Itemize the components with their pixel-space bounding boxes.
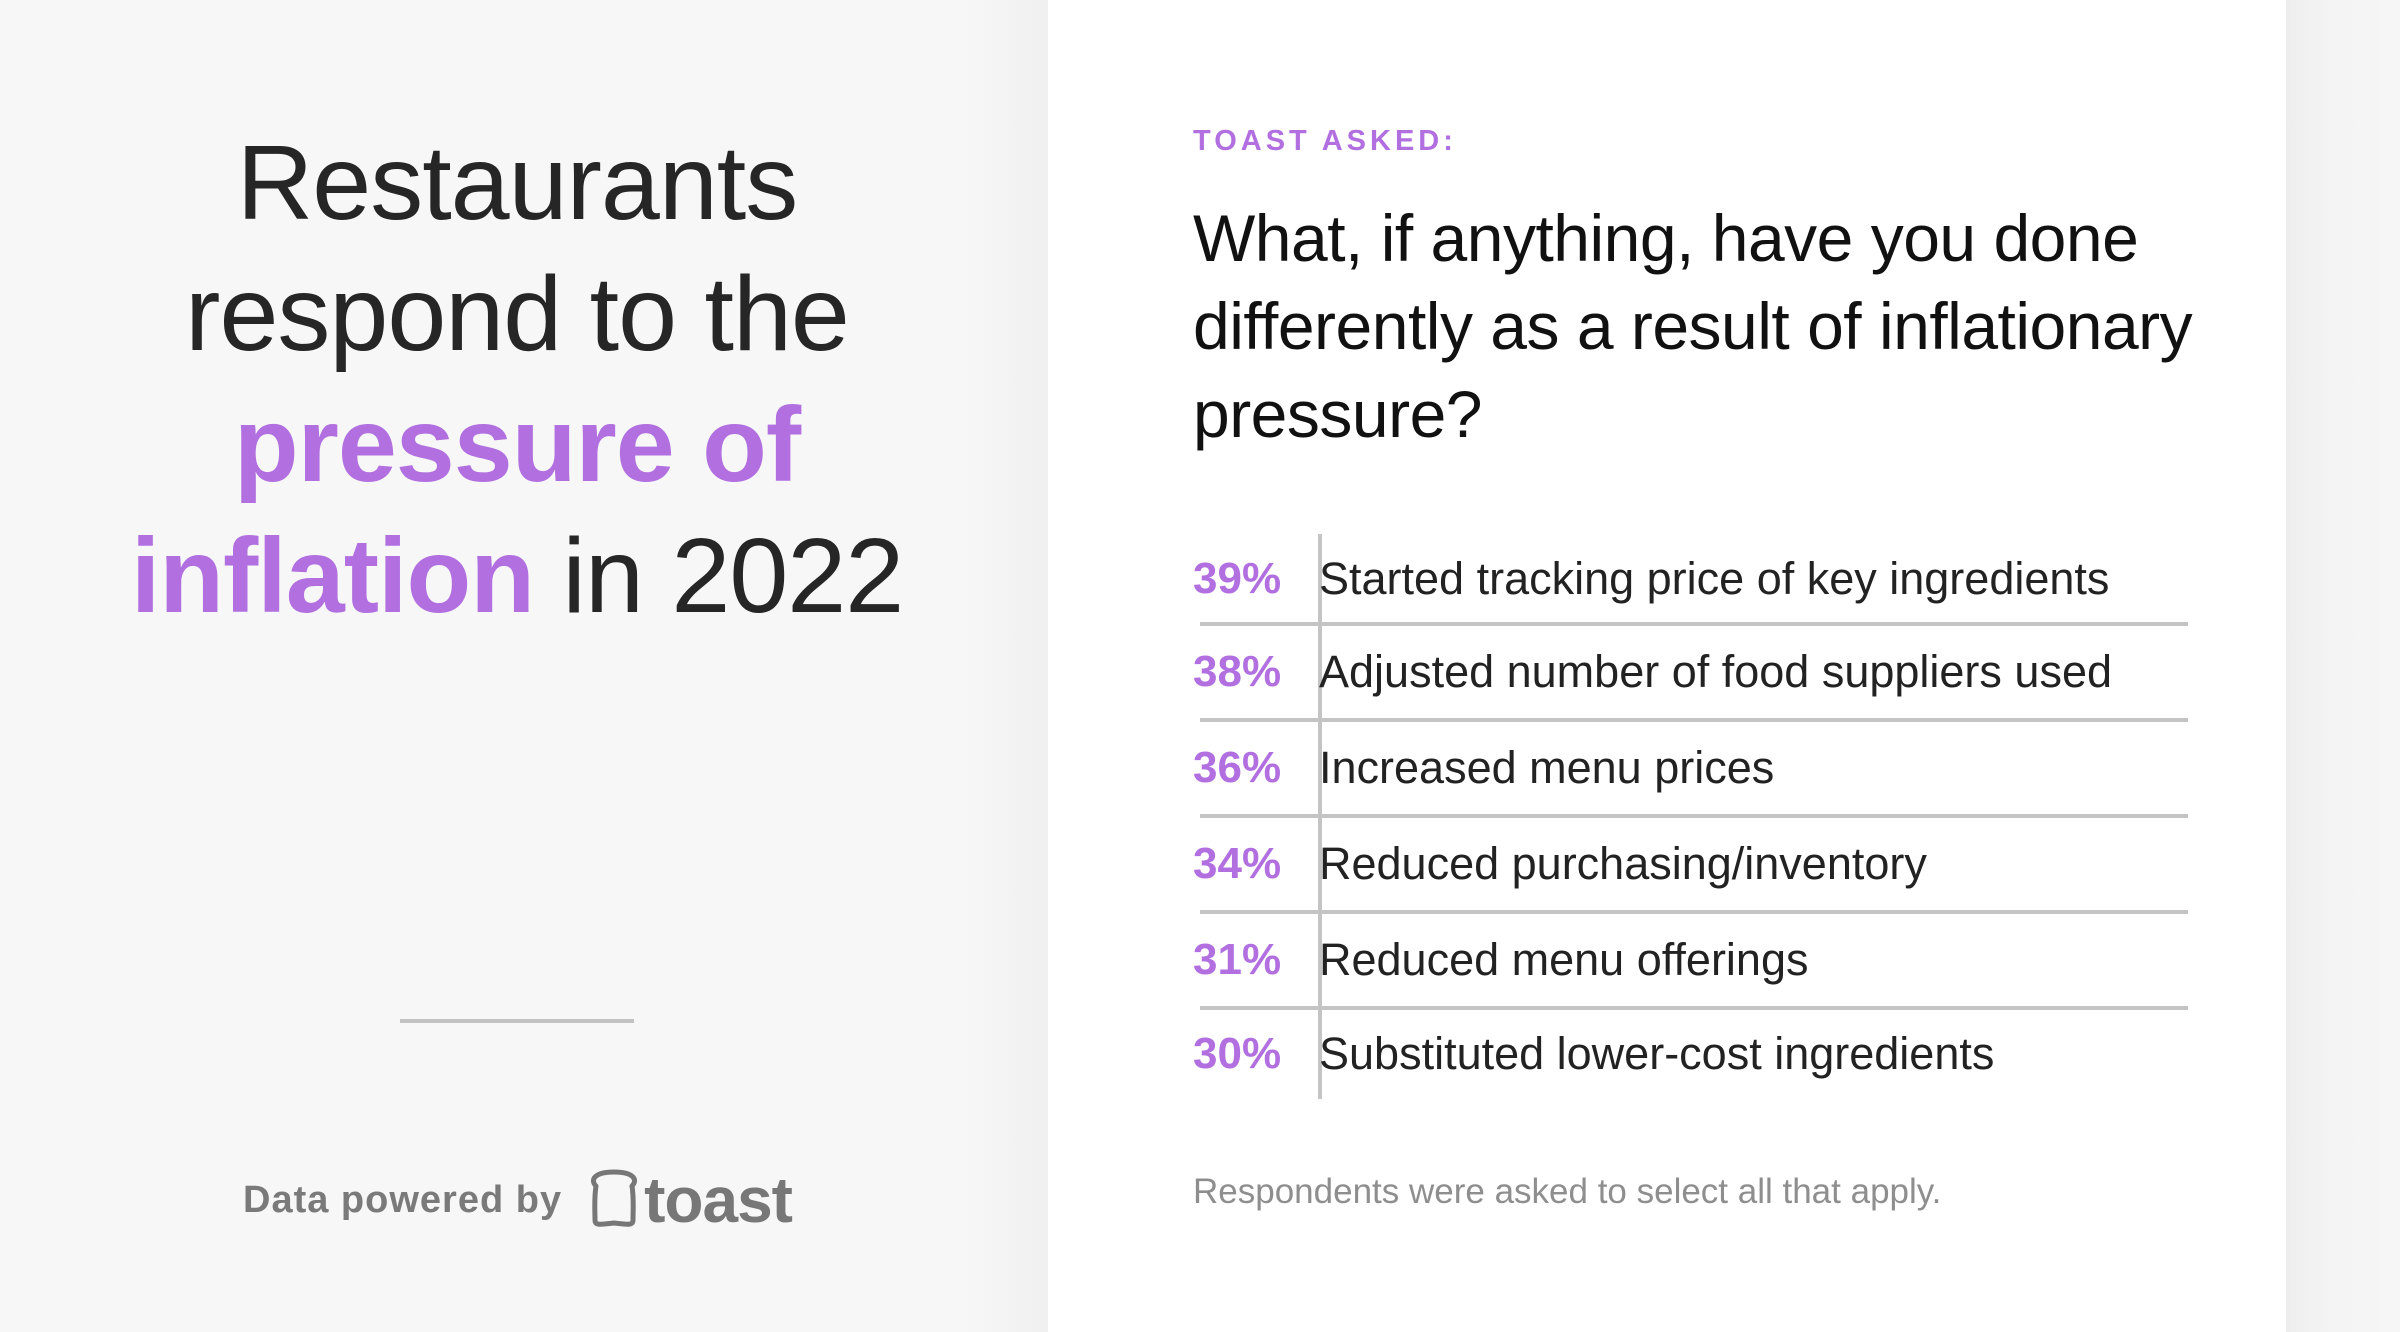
list-item: 38% Adjusted number of food suppliers us… (1048, 624, 2286, 722)
separator-line (400, 1019, 634, 1023)
powered-by: Data powered by toast (243, 1164, 793, 1236)
item-label: Reduced menu offerings (1319, 934, 1809, 985)
row-rule (1200, 910, 2188, 914)
background-edge (2286, 0, 2400, 1332)
item-percent: 31% (1193, 935, 1282, 984)
item-label: Started tracking price of key ingredient… (1319, 553, 2110, 604)
headline-year: in 2022 (533, 517, 904, 635)
list-item: 31% Reduced menu offerings (1048, 912, 2286, 1010)
item-label: Adjusted number of food suppliers used (1319, 646, 2112, 697)
headline-line-2: respond to the (185, 255, 850, 373)
survey-question: What, if anything, have you done differe… (1193, 201, 2193, 451)
row-rule (1200, 1006, 2188, 1010)
item-label: Substituted lower-cost ingredients (1319, 1028, 1995, 1079)
headline-line-3-accent: pressure of (233, 386, 801, 504)
headline-line-1: Restaurants (236, 124, 799, 242)
list-item: 36% Increased menu prices (1048, 720, 2286, 818)
item-percent: 30% (1193, 1029, 1282, 1078)
toast-bread-icon (586, 1168, 642, 1233)
row-rule (1200, 814, 2188, 818)
results-list: 39% Started tracking price of key ingred… (1048, 534, 2286, 1100)
survey-card: TOAST ASKED: What, if anything, have you… (1048, 0, 2286, 1332)
list-item: 30% Substituted lower-cost ingredients (1048, 1008, 2286, 1100)
toast-wordmark: toast (644, 1164, 793, 1236)
list-item: 34% Reduced purchasing/inventory (1048, 816, 2286, 914)
headline-line-4: inflation in 2022 (0, 511, 1034, 642)
row-rule (1200, 718, 2188, 722)
item-percent: 39% (1193, 554, 1282, 603)
item-percent: 34% (1193, 839, 1282, 888)
row-rule (1200, 622, 2188, 626)
eyebrow-label: TOAST ASKED: (1193, 125, 1457, 157)
list-item: 39% Started tracking price of key ingred… (1048, 534, 2286, 626)
item-label: Increased menu prices (1319, 742, 1775, 793)
left-panel: Restaurants respond to the pressure of i… (0, 0, 1048, 1332)
item-percent: 36% (1193, 743, 1282, 792)
headline: Restaurants respond to the pressure of i… (0, 118, 1034, 642)
footnote: Respondents were asked to select all tha… (1193, 1172, 1942, 1211)
item-label: Reduced purchasing/inventory (1319, 838, 1927, 889)
item-percent: 38% (1193, 647, 1282, 696)
toast-logo: toast (586, 1163, 793, 1237)
headline-accent-inflation: inflation (130, 517, 535, 635)
powered-by-text: Data powered by (243, 1178, 563, 1221)
